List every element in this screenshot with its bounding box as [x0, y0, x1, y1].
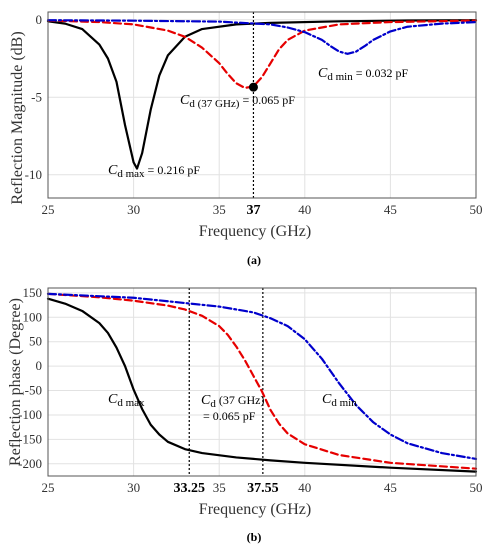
- chart-a-xtick-label: 40: [298, 202, 311, 217]
- chart-b-annotation-cdmin: Cd min: [322, 392, 357, 409]
- chart-b-annotation-cdmin-sub: d min: [331, 397, 357, 409]
- chart-b-plot-area: [48, 288, 476, 476]
- chart-b-series-solid-line: [46, 297, 478, 473]
- chart-b-ytick-label: 150: [23, 285, 43, 300]
- chart-a-xtick-label: 45: [384, 202, 397, 217]
- chart-b-ylabel: Reflection phase (Degree): [7, 298, 24, 466]
- chart-b-ytick-label: -100: [18, 407, 42, 422]
- chart-panel-b: 25 30 33.25 35 37.55 40 45 50 150 100 50 0 -50 -100 -1…: [7, 285, 483, 544]
- chart-b-xtick-label: 35: [213, 480, 226, 495]
- chart-b-xtick-label: 45: [384, 480, 397, 495]
- chart-a-xtick-label: 35: [213, 202, 226, 217]
- chart-b-annotation-cd37-symbol: C: [201, 393, 211, 408]
- chart-a-annotation-cdmax-symbol: C: [108, 163, 118, 178]
- chart-a-ytick-label: 0: [36, 12, 43, 27]
- chart-a-series-dashdot-line: [46, 19, 478, 55]
- chart-a-series-dashed-line: [46, 19, 478, 90]
- chart-b-annotation-cd37-rest: (37 GHz): [216, 393, 265, 407]
- chart-b-ytick-label: -200: [18, 456, 42, 471]
- chart-b-annotation-cd37: Cd (37 GHz): [201, 393, 265, 410]
- chart-a-xtick-label: 37: [246, 203, 260, 218]
- chart-b-ytick-label: 50: [29, 334, 42, 349]
- chart-b-series-dashed-line: [46, 292, 478, 470]
- chart-a-ylabel: Reflection Magnitude (dB): [9, 31, 26, 204]
- chart-a-annotation-cdmin-sub: d min: [327, 71, 353, 83]
- chart-b-annotation-cd37-line2: = 0.065 pF: [203, 409, 256, 423]
- chart-a-annotation-cd37-sub: d (37 GHz): [189, 98, 239, 110]
- chart-b-xtick-label: 50: [470, 480, 483, 495]
- chart-a-annotation-cdmax-sub: d max: [117, 168, 145, 180]
- chart-a-axes-frame: [47, 11, 477, 199]
- chart-a-annotation-cdmin-value: = 0.032 pF: [353, 66, 409, 80]
- chart-a-marker-point: [248, 82, 258, 92]
- chart-b-ytick-label: 100: [23, 309, 43, 324]
- chart-a-annotation-cdmax: Cd max = 0.216 pF: [108, 163, 200, 180]
- chart-b-xlabel: Frequency (GHz): [199, 501, 311, 518]
- chart-b-xtick-label: 30: [127, 480, 140, 495]
- chart-b-ytick-label: 0: [36, 358, 43, 373]
- chart-a-xtick-label: 50: [470, 202, 483, 217]
- chart-a-plot-area: [48, 12, 476, 198]
- chart-a-annotation-cdmin: Cd min = 0.032 pF: [318, 66, 408, 83]
- chart-b-axes-frame: [47, 287, 477, 477]
- chart-b-annotation-cdmax-sub: d max: [117, 397, 145, 409]
- chart-a-xtick-label: 25: [42, 202, 55, 217]
- chart-b-xtick-label: 25: [42, 480, 55, 495]
- chart-a-plot: 25 30 35 37 40 45 50 0 -5 -10: [25, 11, 483, 218]
- chart-b-ytick-label: -150: [18, 431, 42, 446]
- chart-a-xtick-label: 30: [127, 202, 140, 217]
- chart-a-ytick-label: -10: [25, 167, 42, 182]
- chart-a-annotation-cd37-symbol: C: [180, 93, 190, 108]
- chart-b-ytick-label: -50: [25, 383, 42, 398]
- chart-a-annotation-cd37-value: = 0.065 pF: [239, 93, 295, 107]
- chart-b-xtick-label: 33.25: [173, 481, 205, 496]
- chart-a-xlabel: Frequency (GHz): [199, 223, 311, 240]
- chart-b-annotation-cdmax: Cd max: [108, 392, 145, 409]
- chart-a-ytick-label: -5: [31, 89, 42, 104]
- chart-b-plot: 25 30 33.25 35 37.55 40 45 50 150 100 50 0 -50 -100 -1…: [18, 285, 482, 496]
- chart-a-caption: (a): [247, 253, 261, 267]
- chart-a-annotation-cdmax-value: = 0.216 pF: [145, 163, 201, 177]
- chart-b-series-dashdot-line: [46, 292, 478, 461]
- chart-a-annotation-cd37: Cd (37 GHz) = 0.065 pF: [180, 93, 295, 110]
- chart-b-xtick-label: 40: [298, 480, 311, 495]
- chart-panel-a: 25 30 35 37 40 45 50 0 -5 -10 Reflection Magnitud…: [9, 11, 483, 267]
- chart-a-series-solid-line: [46, 19, 478, 170]
- chart-b-annotation-cdmin-symbol: C: [322, 392, 332, 407]
- chart-a-annotation-cdmin-symbol: C: [318, 66, 328, 81]
- chart-b-xtick-label: 37.55: [247, 481, 279, 496]
- chart-b-annotation-cd37-sub: d: [210, 398, 216, 410]
- chart-b-annotation-cdmax-symbol: C: [108, 392, 118, 407]
- chart-b-caption: (b): [247, 530, 262, 544]
